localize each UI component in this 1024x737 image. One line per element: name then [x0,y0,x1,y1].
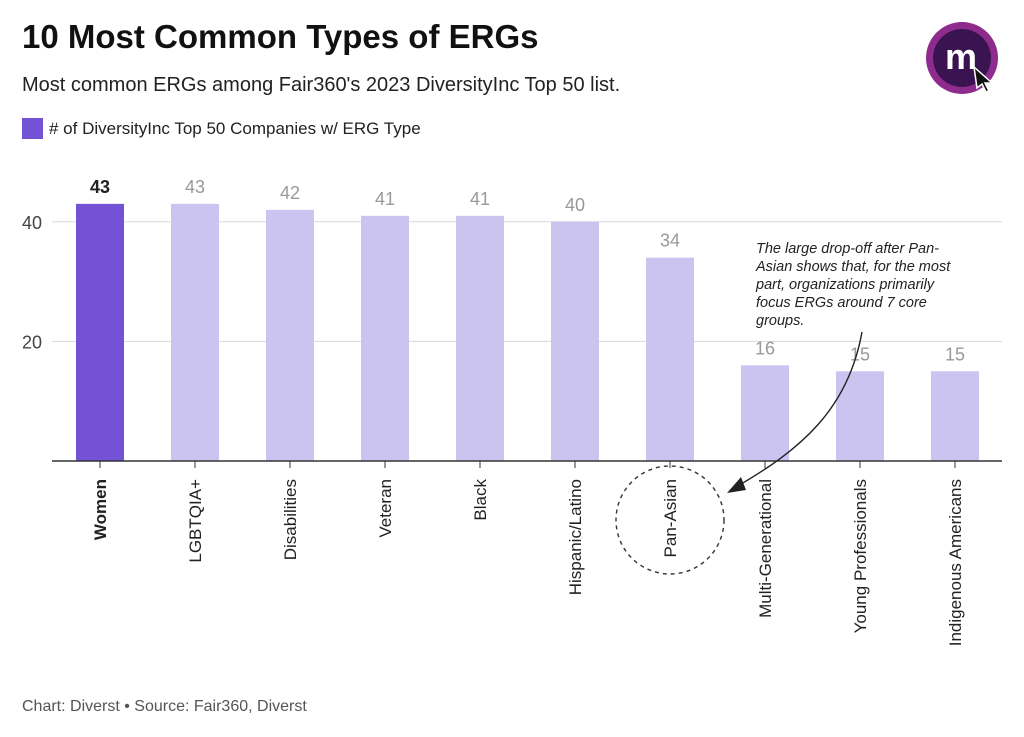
y-tick-label: 40 [22,213,42,233]
data-label: 34 [660,231,680,251]
y-tick-label: 20 [22,332,42,352]
bar [741,365,789,461]
data-label: 41 [375,189,395,209]
bar [836,371,884,461]
x-tick-label: Indigenous Americans [946,479,965,646]
x-tick-label: Pan-Asian [661,479,680,557]
bar [456,215,504,461]
annotation-circle [615,465,725,575]
data-label: 42 [280,183,300,203]
annotation-arrowhead [727,477,746,493]
bar [551,221,599,461]
data-label: 16 [755,338,775,358]
bar [361,215,409,461]
legend-swatch [22,118,43,139]
annotation-arrow [735,331,863,488]
x-tick-label: LGBTQIA+ [186,479,205,563]
chart-title: 10 Most Common Types of ERGs [22,18,539,55]
bar [266,209,314,461]
bar [76,203,124,462]
chart-legend: # of DiversityInc Top 50 Companies w/ ER… [22,118,421,139]
brand-logo-icon: m [926,22,998,94]
x-tick-label: Disabilities [281,479,300,560]
bar [171,203,219,462]
x-tick-label: Multi-Generational [756,479,775,618]
x-tick-label: Women [91,479,110,540]
chart-subtitle: Most common ERGs among Fair360's 2023 Di… [22,74,621,96]
data-label: 15 [945,344,965,364]
data-label: 15 [850,344,870,364]
data-label: 43 [90,177,110,197]
data-label: 43 [185,177,205,197]
bar [931,371,979,461]
chart-footer: Chart: Diverst • Source: Fair360, Divers… [22,698,307,715]
data-label: 40 [565,195,585,215]
legend-label: # of DiversityInc Top 50 Companies w/ ER… [49,118,421,138]
chart-annotation: The large drop-off after Pan-Asian shows… [756,241,951,329]
x-tick-label: Hispanic/Latino [566,479,585,595]
logo-cursor-icon [972,65,994,93]
logo-letter: m [945,36,977,77]
x-tick-label: Black [471,479,490,521]
x-tick-label: Veteran [376,479,395,538]
data-label: 41 [470,189,490,209]
bar [646,257,694,461]
x-tick-label: Young Professionals [851,479,870,633]
